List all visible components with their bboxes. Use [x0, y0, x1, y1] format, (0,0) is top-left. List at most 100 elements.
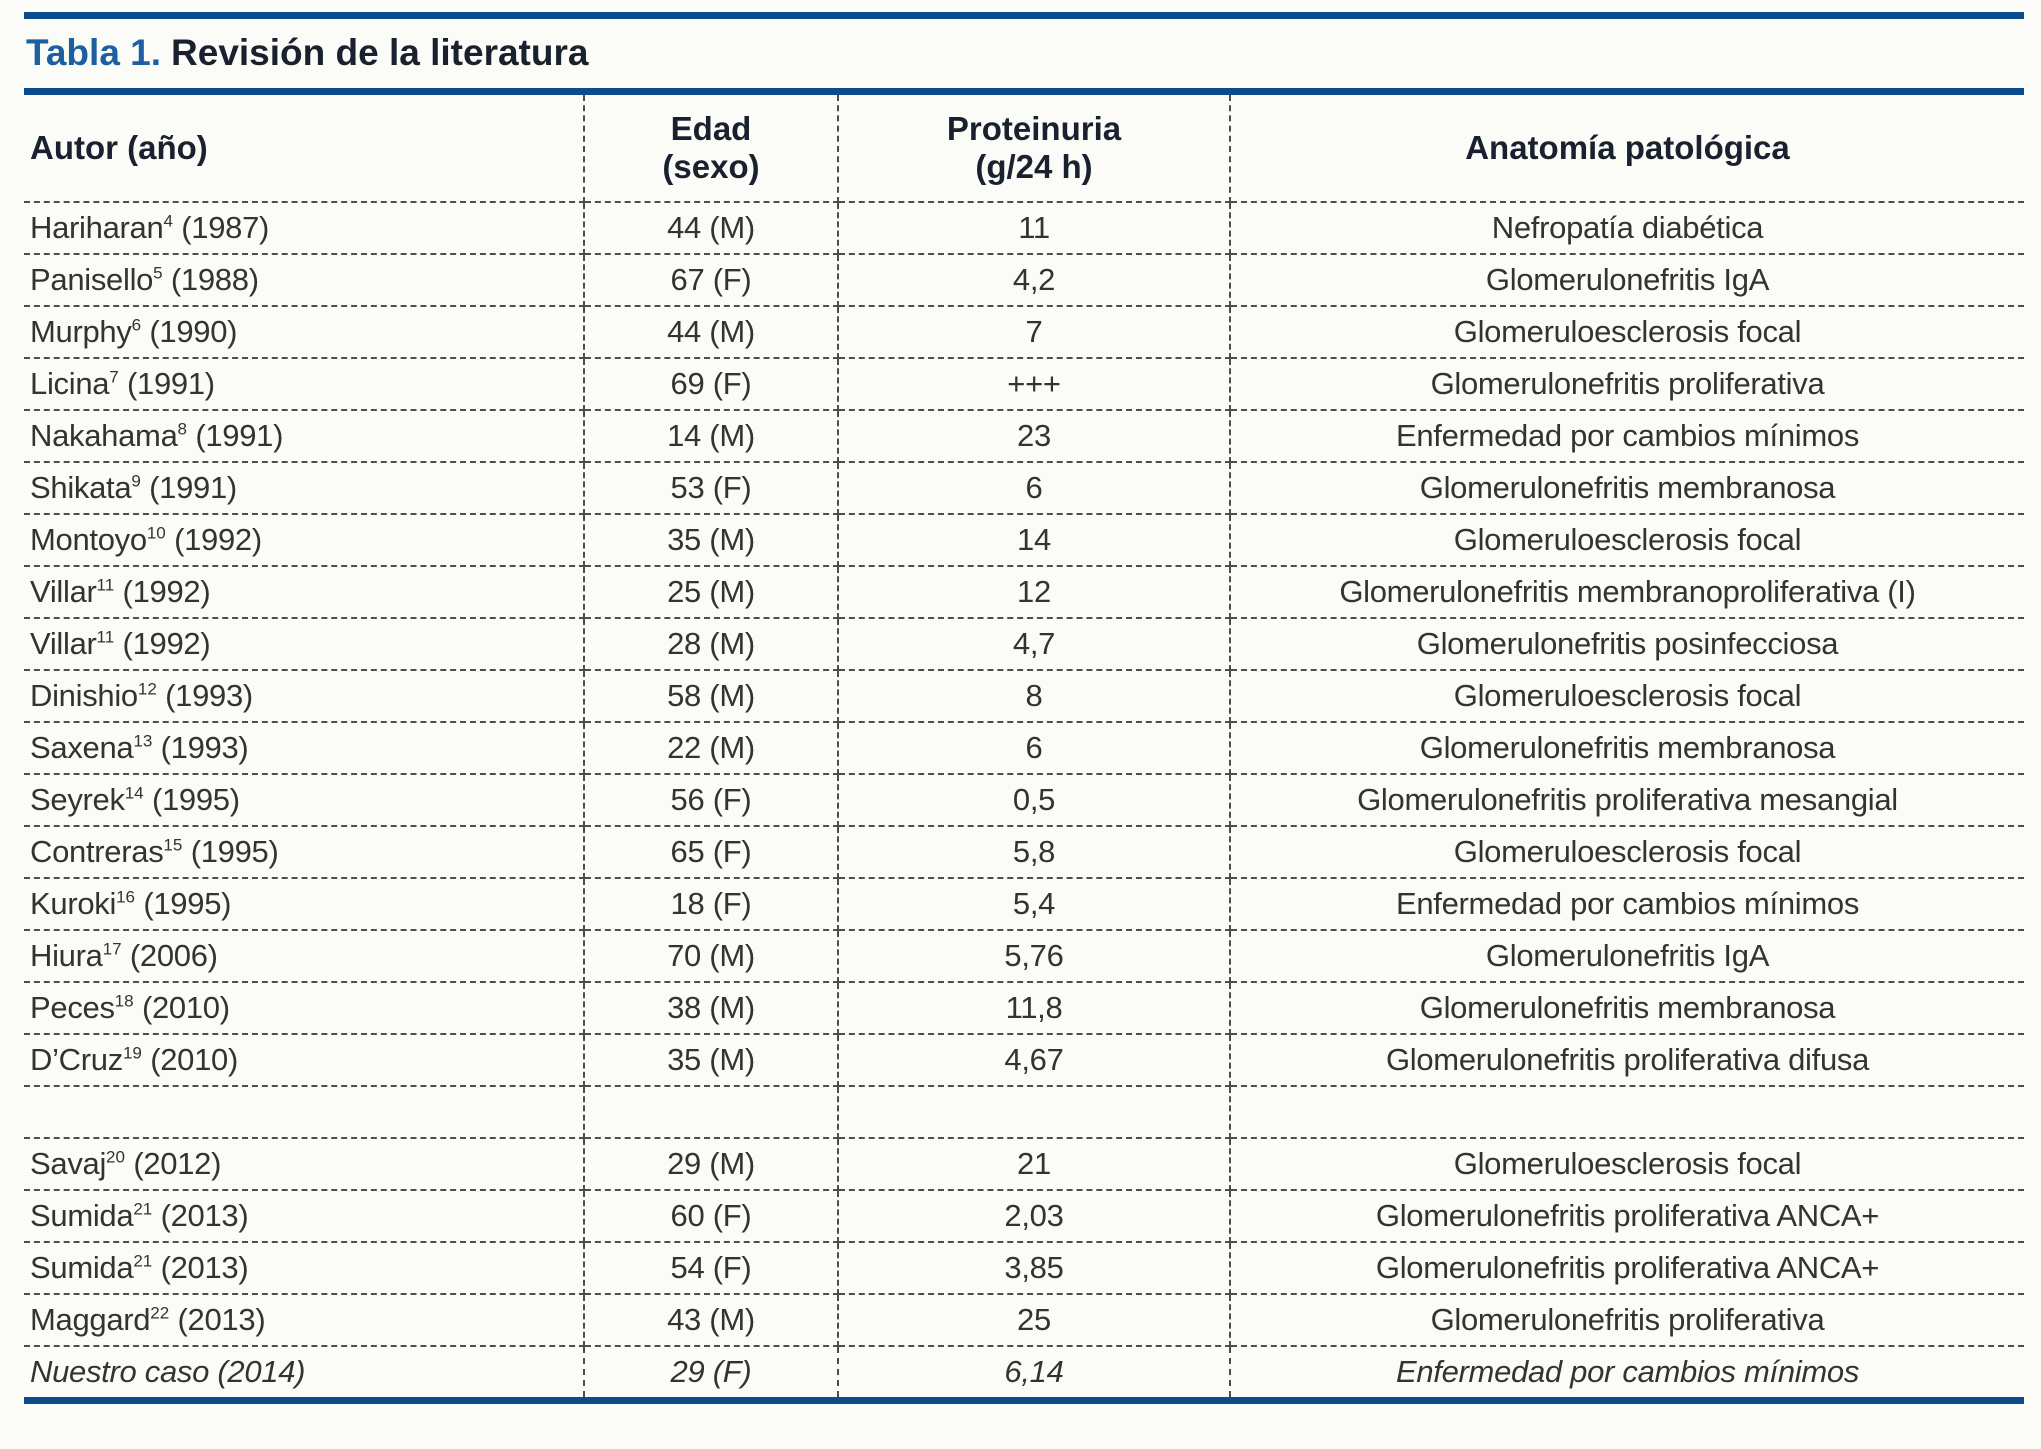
reference-superscript: 17 [102, 939, 122, 959]
table-row: Saxena13 (1993) 22 (M) 6 Glomerulonefritis … [24, 722, 2024, 775]
proteinuria-cell: 0,5 [838, 774, 1231, 827]
proteinuria-cell: 6 [838, 722, 1231, 775]
table-title-text: Revisión de la literatura [171, 32, 589, 73]
reference-superscript: 13 [133, 731, 153, 751]
pathology-cell: Glomerulonefritis proliferativa [1230, 1294, 2024, 1347]
age-sex-cell: 44 (M) [584, 202, 839, 255]
age-sex-cell: 28 (M) [584, 618, 839, 671]
content-area: Tabla 1. Revisión de la literatura Autor … [24, 0, 2024, 1404]
pathology-cell: Glomerulonefritis proliferativa ANCA+ [1230, 1242, 2024, 1295]
literature-review-table: Autor (año) Edad (sexo) Proteinuria (g/2… [24, 95, 2024, 1397]
pathology-cell: Enfermedad por cambios mínimos [1230, 410, 2024, 463]
header-pathology: Anatomía patológica [1230, 95, 2024, 203]
table-row: Shikata9 (1991) 53 (F) 6 Glomerulonefritis … [24, 462, 2024, 515]
proteinuria-cell: 11,8 [838, 982, 1231, 1035]
reference-superscript: 5 [153, 263, 163, 283]
author-cell: Panisello5 (1988) [24, 254, 585, 307]
reference-superscript: 4 [163, 211, 173, 231]
pathology-cell [1230, 1086, 2024, 1139]
table-row: Hariharan4 (1987) 44 (M) 11 Nefropatía diab… [24, 202, 2024, 255]
table-row: Contreras15 (1995) 65 (F) 5,8 Glomeruloescl… [24, 826, 2024, 879]
reference-superscript: 16 [116, 887, 136, 907]
header-age-line2: (sexo) [662, 148, 760, 185]
reference-superscript: 21 [133, 1251, 153, 1271]
table-row: Nuestro caso (2014) 29 (F) 6,14 Enfermedad … [24, 1346, 2024, 1397]
table-header: Autor (año) Edad (sexo) Proteinuria (g/2… [24, 95, 2024, 203]
author-cell: Savaj20 (2012) [24, 1138, 585, 1191]
table-row: Savaj20 (2012) 29 (M) 21 Glomeruloesclerosi… [24, 1138, 2024, 1191]
proteinuria-cell: 4,2 [838, 254, 1231, 307]
reference-superscript: 8 [177, 419, 187, 439]
age-sex-cell: 58 (M) [584, 670, 839, 723]
reference-superscript: 12 [137, 679, 157, 699]
reference-superscript: 21 [133, 1199, 153, 1219]
age-sex-cell: 18 (F) [584, 878, 839, 931]
reference-superscript: 11 [96, 575, 115, 595]
proteinuria-cell: 12 [838, 566, 1231, 619]
author-cell: Sumida21 (2013) [24, 1242, 585, 1295]
author-cell: Contreras15 (1995) [24, 826, 585, 879]
pathology-cell: Glomerulonefritis proliferativa [1230, 358, 2024, 411]
proteinuria-cell [838, 1086, 1231, 1139]
author-cell: Hiura17 (2006) [24, 930, 585, 983]
proteinuria-cell: 4,7 [838, 618, 1231, 671]
author-cell: Villar11 (1992) [24, 618, 585, 671]
author-cell: Murphy6 (1990) [24, 306, 585, 359]
table-container: Autor (año) Edad (sexo) Proteinuria (g/2… [24, 88, 2024, 1404]
author-cell: Shikata9 (1991) [24, 462, 585, 515]
reference-superscript: 7 [109, 367, 119, 387]
table-body: Hariharan4 (1987) 44 (M) 11 Nefropatía diab… [24, 202, 2024, 1397]
author-cell: Hariharan4 (1987) [24, 202, 585, 255]
proteinuria-cell: 25 [838, 1294, 1231, 1347]
author-cell: Maggard22 (2013) [24, 1294, 585, 1347]
age-sex-cell: 60 (F) [584, 1190, 839, 1243]
age-sex-cell: 43 (M) [584, 1294, 839, 1347]
pathology-cell: Glomerulonefritis membranosa [1230, 722, 2024, 775]
proteinuria-cell: 5,4 [838, 878, 1231, 931]
pathology-cell: Glomerulonefritis proliferativa difusa [1230, 1034, 2024, 1087]
table-row: Nakahama8 (1991) 14 (M) 23 Enfermedad por c… [24, 410, 2024, 463]
header-proteinuria: Proteinuria (g/24 h) [838, 95, 1231, 203]
author-cell: Dinishio12 (1993) [24, 670, 585, 723]
proteinuria-cell: 6,14 [838, 1346, 1231, 1397]
age-sex-cell: 65 (F) [584, 826, 839, 879]
age-sex-cell: 29 (M) [584, 1138, 839, 1191]
proteinuria-cell: 3,85 [838, 1242, 1231, 1295]
table-title-label: Tabla 1. [26, 32, 162, 73]
reference-superscript: 11 [96, 627, 115, 647]
age-sex-cell [584, 1086, 839, 1139]
table-title: Tabla 1. Revisión de la literatura [26, 32, 2024, 74]
author-cell: Sumida21 (2013) [24, 1190, 585, 1243]
pathology-cell: Glomerulonefritis membranoproliferativa … [1230, 566, 2024, 619]
proteinuria-cell: 11 [838, 202, 1231, 255]
proteinuria-cell: 5,8 [838, 826, 1231, 879]
age-sex-cell: 25 (M) [584, 566, 839, 619]
reference-superscript: 9 [131, 471, 141, 491]
reference-superscript: 19 [122, 1043, 142, 1063]
author-cell: Seyrek14 (1995) [24, 774, 585, 827]
age-sex-cell: 22 (M) [584, 722, 839, 775]
author-cell: Kuroki16 (1995) [24, 878, 585, 931]
pathology-cell: Glomerulonefritis posinfecciosa [1230, 618, 2024, 671]
proteinuria-cell: 23 [838, 410, 1231, 463]
table-row: Montoyo10 (1992) 35 (M) 14 Glomeruloesclero… [24, 514, 2024, 567]
pathology-cell: Glomeruloesclerosis focal [1230, 670, 2024, 723]
table-row: Panisello5 (1988) 67 (F) 4,2 Glomerulonefri… [24, 254, 2024, 307]
age-sex-cell: 70 (M) [584, 930, 839, 983]
age-sex-cell: 54 (F) [584, 1242, 839, 1295]
header-row: Autor (año) Edad (sexo) Proteinuria (g/2… [24, 95, 2024, 203]
table-row: Sumida21 (2013) 54 (F) 3,85 Glomerulonefrit… [24, 1242, 2024, 1295]
author-cell: Licina7 (1991) [24, 358, 585, 411]
author-cell: Montoyo10 (1992) [24, 514, 585, 567]
table-row: Dinishio12 (1993) 58 (M) 8 Glomeruloesclero… [24, 670, 2024, 723]
pathology-cell: Glomeruloesclerosis focal [1230, 826, 2024, 879]
author-cell: Nakahama8 (1991) [24, 410, 585, 463]
author-cell: D’Cruz19 (2010) [24, 1034, 585, 1087]
reference-superscript: 14 [124, 783, 144, 803]
table-row: Murphy6 (1990) 44 (M) 7 Glomeruloesclerosis… [24, 306, 2024, 359]
pathology-cell: Glomerulonefritis membranosa [1230, 462, 2024, 515]
table-row: D’Cruz19 (2010) 35 (M) 4,67 Glomerulonefrit… [24, 1034, 2024, 1087]
pathology-cell: Nefropatía diabética [1230, 202, 2024, 255]
proteinuria-cell: 5,76 [838, 930, 1231, 983]
